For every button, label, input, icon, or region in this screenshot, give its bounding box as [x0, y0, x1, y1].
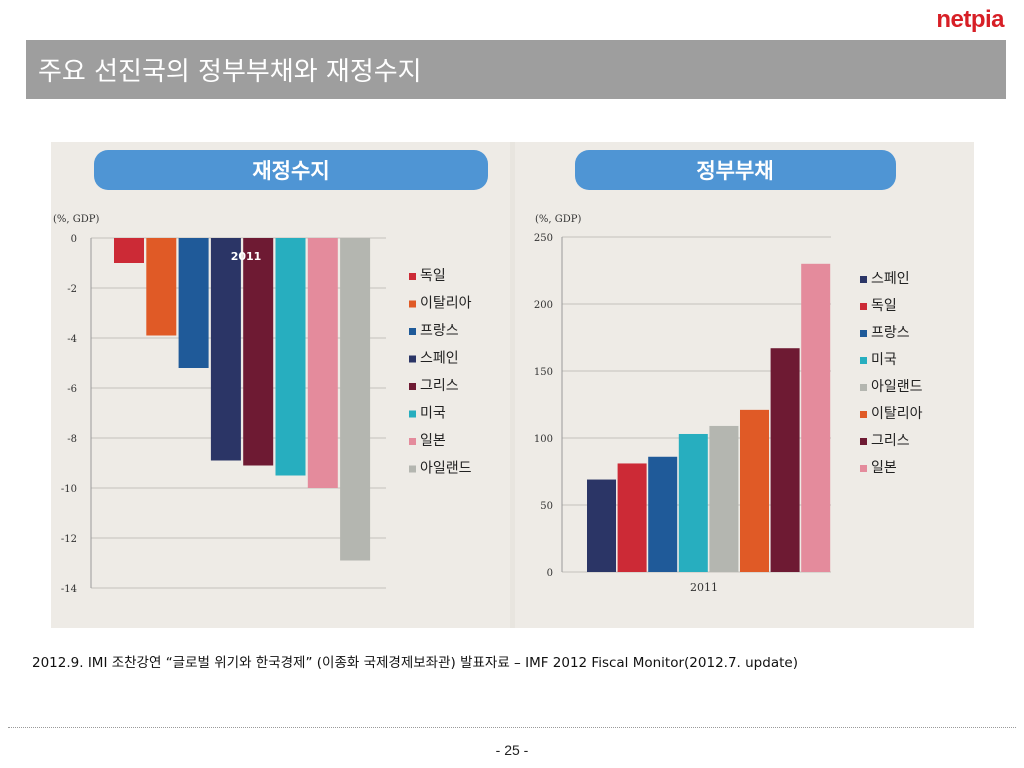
netpia-logo: netpia: [936, 6, 1004, 33]
legend-label: 프랑스: [871, 325, 910, 341]
legend-swatch: [860, 384, 867, 391]
legend-label: 이탈리아: [871, 406, 923, 422]
bar-미국: [678, 433, 708, 572]
slide-title-bar: 주요 선진국의 정부부채와 재정수지: [26, 40, 1006, 99]
legend-label: 일본: [420, 433, 446, 449]
legend-label: 미국: [420, 406, 446, 422]
bar-아일랜드: [340, 238, 371, 561]
y-tick-label: 200: [534, 300, 553, 311]
source-note: 2012.9. IMI 조찬강연 “글로벌 위기와 한국경제” (이종화 국제경…: [32, 655, 798, 671]
legend-label: 아일랜드: [871, 379, 923, 395]
bar-아일랜드: [709, 425, 739, 572]
y-tick-label: -10: [61, 484, 77, 495]
y-tick-label: 100: [534, 434, 553, 445]
legend-label: 아일랜드: [420, 461, 472, 477]
legend-swatch: [409, 383, 416, 390]
bar-그리스: [243, 238, 274, 466]
x-axis-label: 2011: [690, 581, 718, 594]
legend-swatch: [860, 357, 867, 364]
bar-독일: [114, 238, 144, 263]
legend-swatch: [409, 410, 416, 418]
bar-일본: [307, 238, 338, 488]
y-tick-label: 50: [540, 501, 553, 512]
legend-swatch: [860, 465, 867, 472]
slide-title: 주요 선진국의 정부부채와 재정수지: [38, 57, 422, 87]
legend-swatch: [409, 328, 416, 335]
legend-swatch: [860, 303, 867, 310]
legend-label: 그리스: [871, 433, 910, 449]
y-tick-label: -8: [67, 434, 77, 445]
legend-label: 미국: [871, 352, 897, 368]
chart-title: 정부부채: [696, 159, 773, 183]
legend-label: 독일: [871, 298, 897, 314]
chart-photo: 재정수지 (%, GDP) 0 -2 -4 -6 -8 -10 -12 -14 2011 독일 이탈리아…: [51, 142, 974, 628]
government-debt-chart: 정부부채 (%, GDP) 250 200 150 100 50 0 2011 스페인독일프랑스미…: [534, 150, 923, 594]
y-axis-unit: (%, GDP): [53, 214, 99, 225]
legend-swatch: [860, 276, 867, 283]
y-tick-label: 0: [547, 568, 553, 579]
legend-label: 스페인: [871, 271, 910, 287]
legend-label: 그리스: [420, 378, 459, 394]
footer-divider: [8, 727, 1016, 728]
title-banner: [575, 150, 896, 190]
legend-swatch: [409, 465, 416, 473]
y-tick-label: 0: [71, 234, 77, 245]
legend-swatch: [860, 438, 867, 445]
legend-swatch: [409, 438, 416, 445]
bar-일본: [801, 263, 831, 572]
bar-그리스: [770, 348, 800, 572]
y-tick-label: -6: [67, 384, 77, 395]
bar-미국: [275, 238, 306, 476]
legend-label: 프랑스: [420, 323, 459, 339]
y-tick-label: 250: [534, 233, 553, 244]
fiscal-balance-chart: 재정수지 (%, GDP) 0 -2 -4 -6 -8 -10 -12 -14 2011 독일이탈리아…: [53, 150, 488, 595]
legend-swatch: [860, 411, 867, 418]
y-tick-label: 150: [534, 367, 553, 378]
legend-swatch: [409, 273, 416, 280]
legend-label: 이탈리아: [420, 296, 472, 312]
bar-스페인: [587, 479, 616, 572]
legend-swatch: [409, 355, 416, 363]
y-tick-label: -14: [61, 584, 77, 595]
bar-이탈리아: [740, 409, 769, 572]
bar-프랑스: [648, 456, 678, 572]
legend-swatch: [409, 300, 416, 308]
bar-프랑스: [178, 238, 209, 368]
legend-label: 스페인: [420, 351, 459, 367]
y-tick-label: -4: [67, 334, 77, 345]
legend-label: 일본: [871, 460, 897, 476]
page-number: - 25 -: [495, 742, 529, 758]
title-banner: [94, 150, 488, 190]
legend-swatch: [860, 330, 867, 337]
legend-label: 독일: [420, 268, 446, 284]
bar-스페인: [210, 238, 241, 461]
bar-이탈리아: [146, 238, 177, 336]
year-annotation: 2011: [231, 250, 262, 263]
bar-독일: [617, 463, 647, 572]
chart-title: 재정수지: [252, 159, 329, 183]
y-tick-label: -12: [61, 534, 77, 545]
y-axis-unit: (%, GDP): [535, 214, 581, 225]
y-tick-label: -2: [67, 284, 77, 295]
